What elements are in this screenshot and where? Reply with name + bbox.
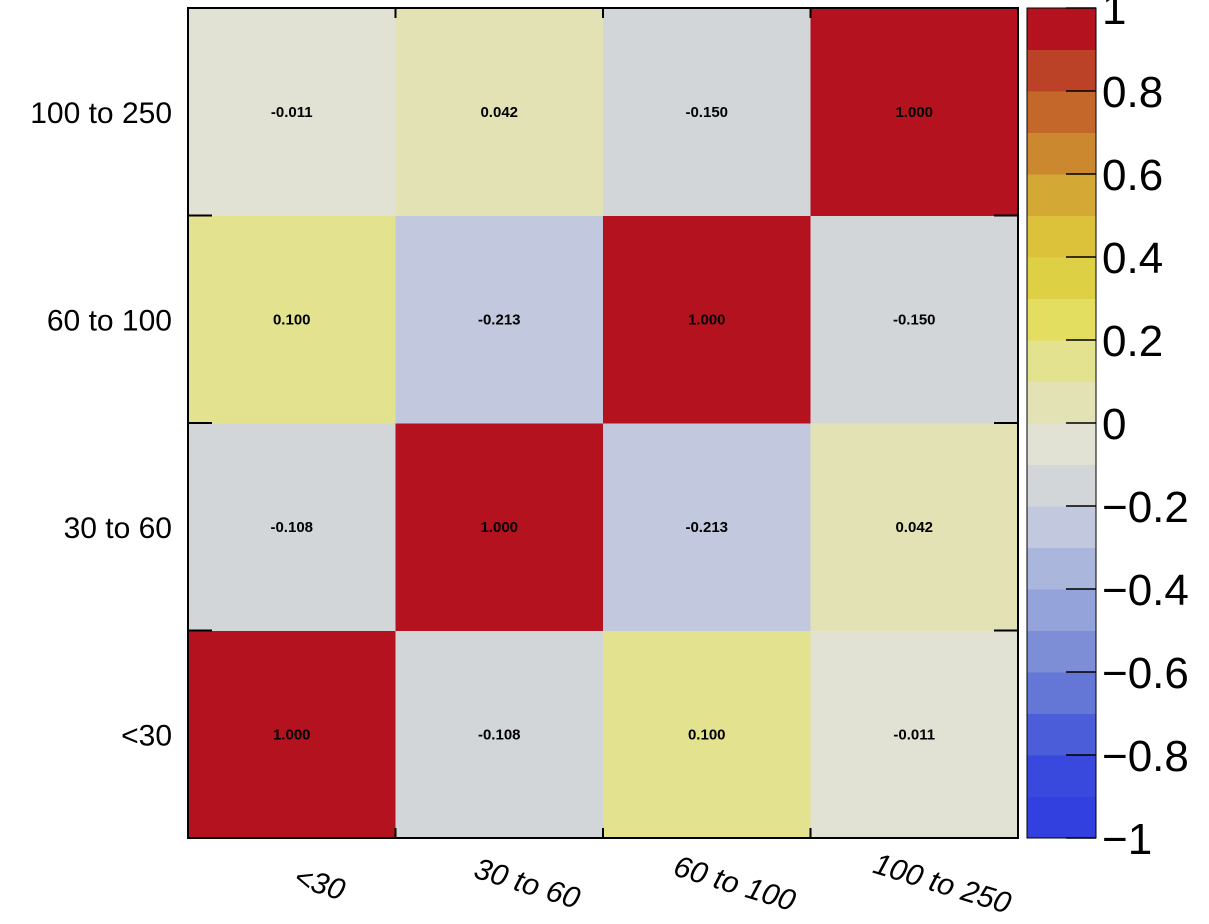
- y-tick-label: 60 to 100: [47, 304, 172, 337]
- cell-value-label: -0.213: [685, 519, 728, 536]
- heatmap-cell: [603, 8, 811, 216]
- heatmap-cell: [810, 630, 1019, 839]
- color-scale-tick-label: 0: [1102, 400, 1126, 449]
- cell-value-label: -0.108: [478, 726, 521, 743]
- x-tick-label: 30 to 60: [470, 852, 584, 915]
- color-scale-step: [1027, 215, 1096, 258]
- cell-value-label: -0.150: [893, 311, 936, 328]
- cell-value-label: 0.042: [480, 104, 518, 121]
- x-tick-label: <30: [290, 861, 349, 908]
- heatmap-cell: [395, 423, 604, 631]
- color-scale-tick-label: 0.2: [1102, 317, 1163, 366]
- heatmap-cell: [395, 8, 604, 216]
- color-scale-tick-label: −0.4: [1102, 566, 1189, 615]
- color-scale-bar: [1026, 7, 1097, 839]
- color-scale-tick-label: 0.6: [1102, 151, 1163, 200]
- color-scale-tick-label: 0.8: [1102, 68, 1163, 117]
- color-scale-step: [1027, 589, 1096, 631]
- cell-value-label: 0.100: [688, 726, 726, 743]
- y-tick-label: 100 to 250: [30, 97, 172, 130]
- heatmap-cells: 1.000 -0.108 0.100 -0.011 -0.108 1.000 -0.213 0…: [188, 8, 1019, 839]
- color-scale-step: [1027, 49, 1096, 92]
- cell-value-label: 1.000: [688, 311, 726, 328]
- heatmap-cell: [188, 215, 396, 424]
- color-scale-step: [1027, 630, 1096, 673]
- frame-ticks: [188, 8, 1018, 838]
- heatmap-cell: [603, 215, 811, 424]
- x-tick-label: 60 to 100: [670, 850, 800, 918]
- color-scale-step: [1027, 672, 1096, 714]
- heatmap-cell: [810, 423, 1019, 631]
- color-scale-tick-labels: 1 0.8 0.6 0.4 0.2 0 −0.2 −0.4 −0.6 −0.8 −1: [1066, 0, 1189, 864]
- y-tick-label: <30: [121, 719, 172, 752]
- heatmap-cell: [395, 215, 604, 424]
- y-axis-tick-labels: <30 30 to 60 60 to 100 100 to 250: [30, 97, 172, 753]
- heatmap-cell: [603, 423, 811, 631]
- color-scale-tick-label: −1: [1102, 815, 1152, 864]
- color-scale-step: [1027, 174, 1096, 216]
- heatmap-cell: [188, 423, 396, 631]
- cell-value-label: 1.000: [480, 519, 518, 536]
- color-scale-step: [1027, 796, 1096, 839]
- heatmap-cell: [603, 630, 811, 839]
- color-scale-step: [1027, 298, 1096, 341]
- color-scale-step: [1027, 340, 1096, 382]
- color-scale-step: [1027, 464, 1096, 507]
- cell-value-label: -0.108: [270, 519, 313, 536]
- color-scale-tick-label: −0.6: [1102, 649, 1189, 698]
- y-tick-label: 30 to 60: [64, 512, 172, 545]
- cell-value-label: 0.100: [273, 311, 311, 328]
- color-scale-tick-label: 0.4: [1102, 234, 1163, 283]
- heatmap-cell: [810, 8, 1019, 216]
- color-scale-tick-label: −0.8: [1102, 732, 1189, 781]
- cell-value-label: -0.150: [685, 104, 728, 121]
- color-scale-step: [1027, 506, 1096, 548]
- color-scale-step: [1027, 713, 1096, 756]
- color-scale-step: [1027, 755, 1096, 797]
- color-scale-step: [1027, 91, 1096, 133]
- color-scale-step: [1027, 423, 1096, 465]
- cell-value-label: -0.011: [893, 726, 935, 743]
- color-scale-tick-label: −0.2: [1102, 483, 1189, 532]
- cell-value-label: -0.011: [271, 104, 313, 121]
- heatmap-cell: [188, 630, 396, 839]
- color-scale-tick-label: 1: [1102, 0, 1126, 34]
- color-scale-step: [1027, 381, 1096, 424]
- cell-value-label: 1.000: [273, 726, 311, 743]
- color-scale-step: [1027, 132, 1096, 175]
- color-scale-step: [1027, 547, 1096, 590]
- x-tick-label: 100 to 250: [869, 847, 1015, 920]
- x-axis-tick-labels: <30 30 to 60 60 to 100 100 to 250: [290, 847, 1015, 920]
- heatmap-cell: [395, 630, 604, 839]
- color-scale-step: [1027, 8, 1096, 50]
- color-scale-step: [1027, 257, 1096, 299]
- cell-value-label: -0.213: [478, 311, 521, 328]
- heatmap-cell: [188, 8, 396, 216]
- heatmap-cell: [810, 215, 1019, 424]
- cell-value-label: 0.042: [895, 519, 933, 536]
- cell-value-label: 1.000: [895, 104, 933, 121]
